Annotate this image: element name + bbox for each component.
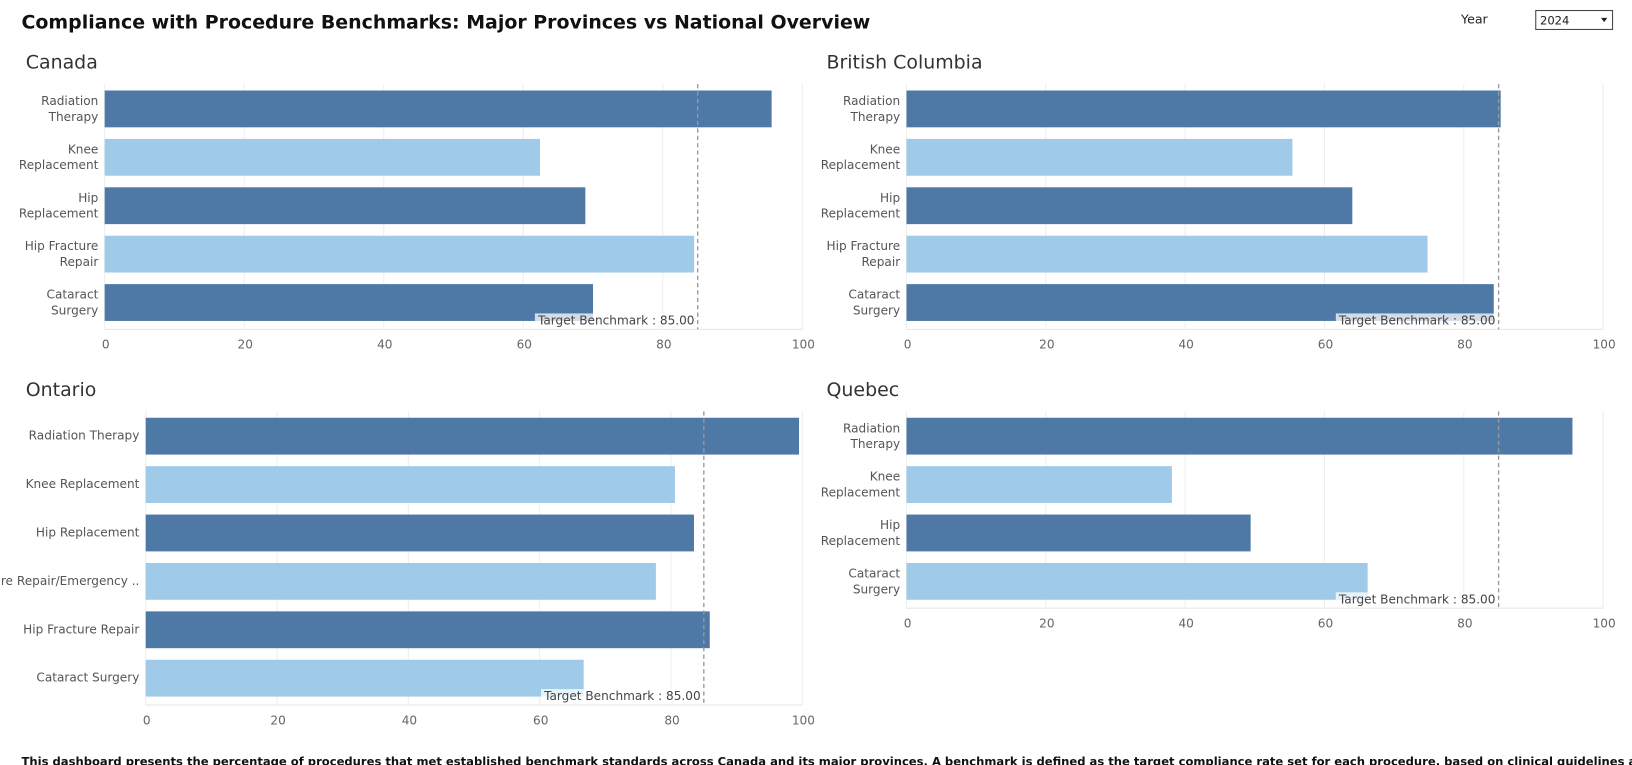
category-label: Hip Replacement [36,525,140,539]
category-label: Hip Replacement [821,190,901,220]
category-label: Cataract Surgery [47,287,99,317]
x-tick-label: 20 [1039,616,1054,630]
x-tick-label: 80 [1457,616,1472,630]
bar [104,187,586,225]
bar [145,562,656,600]
dropdown-arrow[interactable] [1600,17,1608,23]
x-tick-label: 40 [402,713,417,727]
x-tick-label: 100 [792,713,815,727]
x-tick-label: 60 [517,338,532,352]
category-label: Cataract Surgery [848,566,900,596]
panel-title: Ontario [26,379,97,401]
x-tick-label: 80 [1457,338,1472,352]
x-tick-label: 100 [1593,338,1616,352]
category-label: Radiation Therapy [843,421,900,451]
bar [906,417,1573,455]
year-dropdown[interactable] [1535,9,1614,30]
x-tick-label: 0 [143,713,151,727]
benchmark-label: Target Benchmark : 85.00 [1338,313,1496,327]
category-label: Radiation Therapy [41,94,98,124]
bar [104,90,772,128]
x-tick-label: 0 [904,616,912,630]
x-tick-label: 0 [904,338,912,352]
x-tick-label: 20 [238,338,253,352]
category-label: Knee Replacement [821,142,901,172]
filter-value[interactable]: 2024 [1540,14,1569,28]
x-tick-label: 60 [1318,338,1333,352]
x-tick-label: 80 [656,338,671,352]
category-label: Radiation Therapy [29,429,140,443]
x-tick-label: 100 [1593,616,1616,630]
bar [906,562,1368,600]
category-label: Hip Replacement [19,190,99,220]
bar [906,187,1353,225]
bar [906,90,1501,128]
category-label: Radiation Therapy [843,94,900,124]
filter-label: Year [1460,11,1489,26]
benchmark-label: Target Benchmark : 85.00 [543,689,701,703]
bar [145,514,694,552]
bar [104,138,541,176]
dashboard-title: Compliance with Procedure Benchmarks: Ma… [22,12,871,34]
category-label: Hip Fracture Repair [25,239,99,269]
benchmark-label: Target Benchmark : 85.00 [1338,592,1496,606]
panel-title: Quebec [827,379,900,401]
category-label: Cataract Surgery [848,287,900,317]
category-label: Cataract Surgery [36,671,139,685]
category-label: Hip Fracture Repair/Emergency .. [0,574,139,588]
x-tick-label: 40 [377,338,392,352]
benchmark-label-bg [541,689,703,704]
footer-note: This dashboard presents the percentage o… [22,754,1632,765]
x-tick-label: 80 [664,713,679,727]
x-tick-label: 60 [533,713,548,727]
x-tick-label: 20 [270,713,285,727]
bar [906,235,1428,273]
category-label: Knee Replacement [19,142,99,172]
category-label: Hip Replacement [821,518,901,548]
panel-title: Canada [26,52,98,74]
bar [104,284,594,321]
bar [906,138,1293,176]
bar [145,466,675,503]
benchmark-label-bg [1335,592,1498,607]
benchmark-label: Target Benchmark : 85.00 [537,313,695,327]
category-label: Knee Replacement [821,469,901,499]
x-tick-label: 60 [1318,616,1333,630]
x-tick-label: 100 [792,338,815,352]
bar [145,659,584,697]
bar [906,514,1251,552]
x-tick-label: 20 [1039,338,1054,352]
bar [906,466,1172,503]
x-tick-label: 40 [1178,338,1193,352]
category-label: Hip Fracture Repair [23,622,139,636]
bar [104,235,695,273]
x-tick-label: 0 [102,338,110,352]
panel-title: British Columbia [827,52,983,74]
category-label: Knee Replacement [26,477,140,491]
benchmark-label-bg [1335,313,1498,328]
x-tick-label: 40 [1178,616,1193,630]
benchmark-label-bg [534,313,697,328]
category-label: Hip Fracture Repair [827,239,901,269]
bar [145,417,800,455]
bar [145,611,710,649]
